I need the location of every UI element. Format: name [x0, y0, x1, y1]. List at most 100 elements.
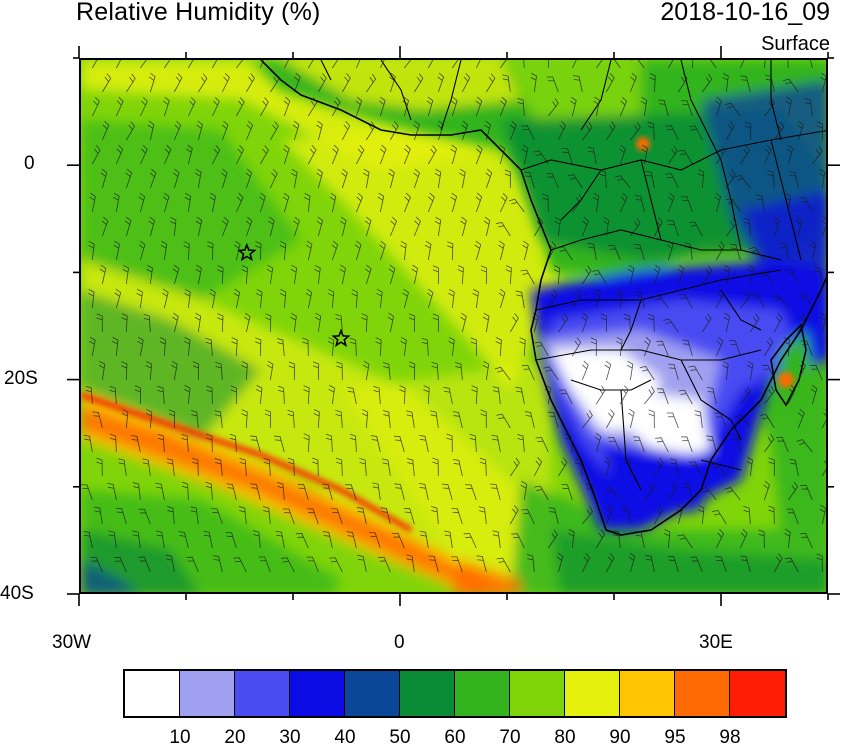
- wind-barb: [723, 264, 731, 285]
- wind-barb: [729, 243, 741, 261]
- wind-barb: [245, 120, 254, 141]
- wind-barb: [764, 98, 775, 117]
- wind-barb: [418, 483, 429, 501]
- colorbar-swatch: [510, 671, 565, 716]
- wind-barb: [361, 409, 369, 429]
- wind-barb: [459, 168, 466, 189]
- wind-barb: [813, 266, 823, 285]
- wind-barb: [797, 408, 805, 429]
- wind-barb: [241, 361, 248, 381]
- colorbar: [123, 669, 787, 718]
- wind-barb: [118, 458, 127, 477]
- wind-barb: [238, 506, 247, 525]
- wind-barb: [282, 192, 290, 213]
- wind-barb: [558, 389, 573, 405]
- wind-barb: [800, 484, 813, 501]
- wind-barb: [558, 313, 569, 333]
- wind-barb: [521, 509, 535, 525]
- wind-barb: [399, 385, 406, 405]
- wind-barb: [329, 192, 337, 213]
- wind-barb: [258, 556, 271, 573]
- wind-barb: [714, 412, 727, 429]
- wind-barb: [786, 508, 799, 525]
- wind-barb: [370, 435, 381, 453]
- wind-barb: [614, 175, 631, 189]
- wind-barb: [639, 366, 655, 381]
- wind-barb: [115, 507, 127, 525]
- wind-barb: [715, 96, 722, 117]
- wind-barb: [502, 74, 511, 93]
- wind-barb: [125, 121, 135, 141]
- wind-barb: [431, 361, 439, 381]
- wind-barb: [763, 60, 766, 69]
- wind-barb: [714, 192, 722, 213]
- wind-barb: [394, 483, 405, 501]
- wind-barb: [809, 60, 813, 69]
- wind-barb: [283, 60, 289, 69]
- wind-barbs: [81, 60, 826, 573]
- wind-barb: [634, 291, 645, 309]
- wind-barb: [304, 193, 311, 213]
- wind-barb: [715, 289, 724, 309]
- wind-barb: [476, 555, 487, 573]
- wind-barb: [722, 360, 729, 381]
- wind-barb: [291, 168, 298, 189]
- wind-barb: [602, 216, 610, 237]
- wind-barb: [403, 144, 411, 165]
- wind-barb: [241, 409, 248, 429]
- wind-barb: [500, 60, 507, 69]
- wind-barb: [628, 408, 635, 429]
- humidity-streak: [81, 392, 413, 533]
- wind-barb: [403, 192, 411, 213]
- wind-barb: [582, 506, 594, 525]
- wind-barb: [164, 60, 171, 69]
- y-tick-label: 20S: [4, 368, 38, 389]
- wind-barb: [533, 150, 549, 165]
- wind-barb: [582, 121, 593, 141]
- wind-barb: [773, 313, 783, 333]
- wind-barb: [306, 508, 319, 525]
- wind-barb: [183, 241, 190, 261]
- wind-barb: [181, 481, 189, 501]
- wind-barb: [165, 554, 175, 573]
- wind-barb: [784, 528, 791, 549]
- wind-barb: [142, 458, 151, 477]
- wind-barb: [667, 481, 678, 501]
- wind-barb: [688, 125, 703, 141]
- wind-barb: [169, 217, 177, 237]
- wind-barb: [432, 313, 439, 333]
- wind-barb: [734, 174, 751, 189]
- wind-barb: [282, 508, 295, 525]
- wind-barb: [532, 312, 539, 333]
- wind-barb: [389, 121, 399, 141]
- wind-barb: [157, 386, 165, 405]
- wind-barb: [312, 457, 319, 477]
- wind-barb: [256, 385, 263, 405]
- wind-barb: [640, 96, 648, 117]
- wind-barb: [147, 120, 155, 141]
- wind-barb: [192, 457, 199, 477]
- wind-barb: [480, 265, 487, 285]
- wind-barb: [799, 197, 813, 213]
- wind-barb: [746, 360, 754, 381]
- wind-barb: [220, 168, 228, 189]
- wind-barb: [361, 313, 368, 333]
- wind-barb: [187, 60, 194, 69]
- wind-barb: [740, 386, 751, 405]
- wind-barb: [756, 194, 765, 213]
- x-tick-label: 30E: [699, 632, 733, 653]
- wind-barb: [402, 288, 409, 309]
- wind-barb: [206, 433, 213, 453]
- wind-barb: [678, 149, 693, 165]
- wind-barb: [663, 529, 671, 549]
- wind-barb: [446, 433, 453, 453]
- wind-barb: [312, 361, 320, 381]
- wind-barb: [264, 409, 271, 429]
- wind-barb: [203, 530, 213, 549]
- wind-barb: [700, 486, 717, 501]
- wind-barb: [768, 457, 775, 477]
- wind-barb: [605, 121, 616, 141]
- wind-barb: [594, 288, 602, 309]
- x-tick-label: 0: [394, 632, 405, 653]
- wind-barb: [443, 386, 453, 405]
